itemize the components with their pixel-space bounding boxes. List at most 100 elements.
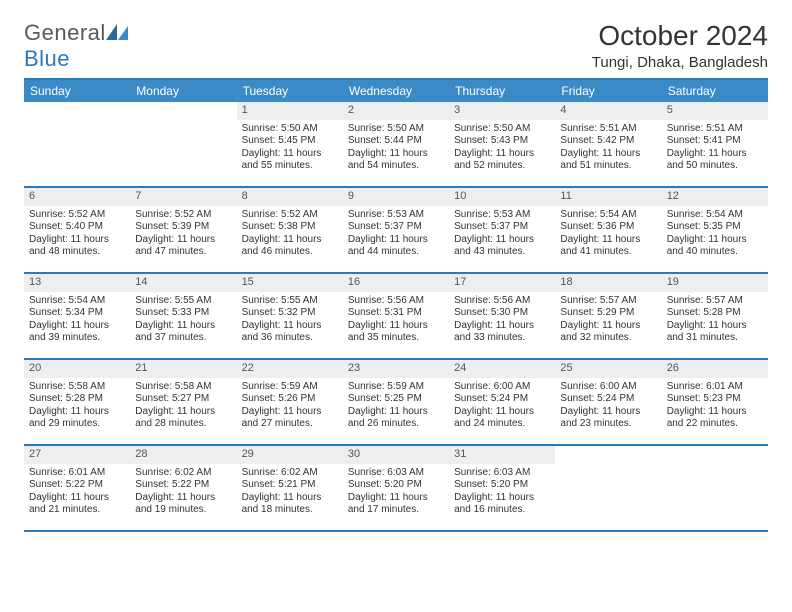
daylight-text: Daylight: 11 hours and 47 minutes. [135, 234, 231, 259]
daylight-text: Daylight: 11 hours and 39 minutes. [29, 320, 125, 345]
daylight-text: Daylight: 11 hours and 19 minutes. [135, 492, 231, 517]
sunset-text: Sunset: 5:33 PM [135, 307, 231, 320]
sunset-text: Sunset: 5:23 PM [667, 393, 763, 406]
sunrise-text: Sunrise: 5:50 AM [242, 123, 338, 136]
daylight-text: Daylight: 11 hours and 33 minutes. [454, 320, 550, 345]
day-cell: 19Sunrise: 5:57 AMSunset: 5:28 PMDayligh… [662, 274, 768, 358]
daylight-text: Daylight: 11 hours and 51 minutes. [560, 148, 656, 173]
sunrise-text: Sunrise: 5:52 AM [135, 209, 231, 222]
day-number: 17 [449, 274, 555, 292]
day-number: 31 [449, 446, 555, 464]
week-row: 6Sunrise: 5:52 AMSunset: 5:40 PMDaylight… [24, 188, 768, 274]
sunset-text: Sunset: 5:20 PM [348, 479, 444, 492]
title-block: October 2024 Tungi, Dhaka, Bangladesh [592, 20, 768, 71]
day-cell: 18Sunrise: 5:57 AMSunset: 5:29 PMDayligh… [555, 274, 661, 358]
sunrise-text: Sunrise: 5:53 AM [454, 209, 550, 222]
sunrise-text: Sunrise: 5:53 AM [348, 209, 444, 222]
week-row: 1Sunrise: 5:50 AMSunset: 5:45 PMDaylight… [24, 102, 768, 188]
daylight-text: Daylight: 11 hours and 54 minutes. [348, 148, 444, 173]
day-header: Friday [555, 80, 661, 102]
day-cell: 26Sunrise: 6:01 AMSunset: 5:23 PMDayligh… [662, 360, 768, 444]
day-number: 7 [130, 188, 236, 206]
sunrise-text: Sunrise: 5:50 AM [454, 123, 550, 136]
sunset-text: Sunset: 5:27 PM [135, 393, 231, 406]
day-number: 3 [449, 102, 555, 120]
daylight-text: Daylight: 11 hours and 26 minutes. [348, 406, 444, 431]
day-number: 8 [237, 188, 343, 206]
sunrise-text: Sunrise: 6:00 AM [454, 381, 550, 394]
day-cell: 22Sunrise: 5:59 AMSunset: 5:26 PMDayligh… [237, 360, 343, 444]
sunrise-text: Sunrise: 6:01 AM [667, 381, 763, 394]
day-cell [662, 446, 768, 530]
day-header: Monday [130, 80, 236, 102]
daylight-text: Daylight: 11 hours and 43 minutes. [454, 234, 550, 259]
day-number: 2 [343, 102, 449, 120]
day-number: 11 [555, 188, 661, 206]
day-cell: 13Sunrise: 5:54 AMSunset: 5:34 PMDayligh… [24, 274, 130, 358]
sunrise-text: Sunrise: 5:58 AM [29, 381, 125, 394]
sunset-text: Sunset: 5:37 PM [454, 221, 550, 234]
daylight-text: Daylight: 11 hours and 31 minutes. [667, 320, 763, 345]
day-number: 18 [555, 274, 661, 292]
day-number: 16 [343, 274, 449, 292]
day-cell [24, 102, 130, 186]
day-header: Thursday [449, 80, 555, 102]
sunset-text: Sunset: 5:22 PM [135, 479, 231, 492]
sunrise-text: Sunrise: 5:50 AM [348, 123, 444, 136]
daylight-text: Daylight: 11 hours and 35 minutes. [348, 320, 444, 345]
day-number: 26 [662, 360, 768, 378]
sunset-text: Sunset: 5:36 PM [560, 221, 656, 234]
sunset-text: Sunset: 5:39 PM [135, 221, 231, 234]
daylight-text: Daylight: 11 hours and 37 minutes. [135, 320, 231, 345]
daylight-text: Daylight: 11 hours and 41 minutes. [560, 234, 656, 259]
sunset-text: Sunset: 5:29 PM [560, 307, 656, 320]
day-number: 28 [130, 446, 236, 464]
day-cell: 30Sunrise: 6:03 AMSunset: 5:20 PMDayligh… [343, 446, 449, 530]
location-text: Tungi, Dhaka, Bangladesh [592, 54, 768, 71]
sunset-text: Sunset: 5:44 PM [348, 135, 444, 148]
day-cell: 7 Sunrise: 5:52 AMSunset: 5:39 PMDaylight… [130, 188, 236, 272]
day-number: 22 [237, 360, 343, 378]
day-number: 9 [343, 188, 449, 206]
day-number: 25 [555, 360, 661, 378]
day-cell: 15Sunrise: 5:55 AMSunset: 5:32 PMDayligh… [237, 274, 343, 358]
sunrise-text: Sunrise: 5:55 AM [242, 295, 338, 308]
daylight-text: Daylight: 11 hours and 17 minutes. [348, 492, 444, 517]
sunset-text: Sunset: 5:28 PM [667, 307, 763, 320]
sunset-text: Sunset: 5:28 PM [29, 393, 125, 406]
day-cell: 12Sunrise: 5:54 AMSunset: 5:35 PMDayligh… [662, 188, 768, 272]
daylight-text: Daylight: 11 hours and 23 minutes. [560, 406, 656, 431]
day-number: 14 [130, 274, 236, 292]
logo-text: General Blue [24, 20, 128, 72]
day-header: Saturday [662, 80, 768, 102]
sunrise-text: Sunrise: 6:02 AM [135, 467, 231, 480]
week-row: 20Sunrise: 5:58 AMSunset: 5:28 PMDayligh… [24, 360, 768, 446]
day-number: 1 [237, 102, 343, 120]
sunrise-text: Sunrise: 5:57 AM [667, 295, 763, 308]
day-cell: 31Sunrise: 6:03 AMSunset: 5:20 PMDayligh… [449, 446, 555, 530]
logo-word-blue: Blue [24, 46, 70, 71]
day-cell: 6Sunrise: 5:52 AMSunset: 5:40 PMDaylight… [24, 188, 130, 272]
daylight-text: Daylight: 11 hours and 52 minutes. [454, 148, 550, 173]
daylight-text: Daylight: 11 hours and 29 minutes. [29, 406, 125, 431]
day-header-row: SundayMondayTuesdayWednesdayThursdayFrid… [24, 80, 768, 102]
daylight-text: Daylight: 11 hours and 44 minutes. [348, 234, 444, 259]
day-header: Tuesday [237, 80, 343, 102]
sunset-text: Sunset: 5:41 PM [667, 135, 763, 148]
sunset-text: Sunset: 5:25 PM [348, 393, 444, 406]
day-header: Wednesday [343, 80, 449, 102]
sunrise-text: Sunrise: 6:01 AM [29, 467, 125, 480]
day-cell: 4Sunrise: 5:51 AMSunset: 5:42 PMDaylight… [555, 102, 661, 186]
sunset-text: Sunset: 5:31 PM [348, 307, 444, 320]
daylight-text: Daylight: 11 hours and 46 minutes. [242, 234, 338, 259]
day-cell: 10Sunrise: 5:53 AMSunset: 5:37 PMDayligh… [449, 188, 555, 272]
day-cell [555, 446, 661, 530]
sunrise-text: Sunrise: 5:57 AM [560, 295, 656, 308]
day-number: 24 [449, 360, 555, 378]
day-number: 20 [24, 360, 130, 378]
day-number: 4 [555, 102, 661, 120]
header: General Blue October 2024 Tungi, Dhaka, … [24, 20, 768, 72]
sunrise-text: Sunrise: 6:00 AM [560, 381, 656, 394]
sunrise-text: Sunrise: 5:59 AM [242, 381, 338, 394]
day-number: 23 [343, 360, 449, 378]
